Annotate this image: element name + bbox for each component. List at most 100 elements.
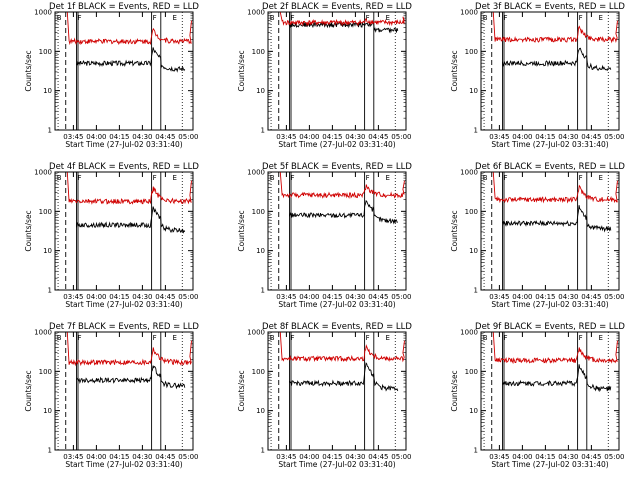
x-axis-label: Start Time (27-Jul-02 03:31:40) xyxy=(491,140,608,149)
lld-series-line xyxy=(492,172,618,204)
lld-series-line xyxy=(279,12,405,27)
interval-marker-label: E xyxy=(173,174,177,182)
panel-title: Det 4f BLACK = Events, RED = LLD xyxy=(49,162,199,172)
x-tick-label: 05:00 xyxy=(391,293,411,301)
x-tick-label: 04:30 xyxy=(558,293,578,301)
x-axis-label: Start Time (27-Jul-02 03:31:40) xyxy=(278,300,395,309)
x-tick-label: 04:30 xyxy=(345,293,365,301)
y-tick-label: 10 xyxy=(256,87,265,95)
x-tick-label: 04:30 xyxy=(132,293,152,301)
x-tick-label: 05:00 xyxy=(604,133,624,141)
x-tick-label: 05:00 xyxy=(178,293,198,301)
y-tick-label: 10 xyxy=(256,247,265,255)
y-axis-label: Counts/sec xyxy=(24,370,33,411)
x-tick-label: 05:00 xyxy=(604,293,624,301)
interval-marker-label: B xyxy=(270,14,275,22)
interval-marker-label: B xyxy=(270,174,275,182)
plot-frame xyxy=(480,171,620,291)
interval-marker-label: F xyxy=(290,334,294,342)
x-tick-label: 04:15 xyxy=(322,133,342,141)
y-axis-label: Counts/sec xyxy=(24,210,33,251)
detector-panel: Det 4f BLACK = Events, RED = LLD 1 10 100 10… xyxy=(24,162,199,309)
x-tick-label: 04:30 xyxy=(132,453,152,461)
interval-marker-label: F xyxy=(503,14,507,22)
plot-frame xyxy=(480,11,620,131)
y-tick-label: 10 xyxy=(256,407,265,415)
events-series-line xyxy=(502,364,612,393)
x-tick-label: 03:45 xyxy=(276,293,296,301)
y-tick-label: 100 xyxy=(39,48,52,56)
detector-panel: Det 8f BLACK = Events, RED = LLD 1 10 100 10… xyxy=(237,322,412,469)
interval-marker-label: F xyxy=(366,14,370,22)
events-series-line xyxy=(76,206,186,234)
x-tick-label: 04:45 xyxy=(368,293,388,301)
panel-title: Det 2f BLACK = Events, RED = LLD xyxy=(262,2,412,12)
x-tick-label: 03:45 xyxy=(63,453,83,461)
x-tick-label: 04:45 xyxy=(155,453,175,461)
x-axis-label: Start Time (27-Jul-02 03:31:40) xyxy=(491,300,608,309)
lld-series-line xyxy=(492,12,618,44)
interval-marker-label: B xyxy=(57,174,62,182)
x-tick-label: 04:45 xyxy=(581,293,601,301)
y-tick-label: 10 xyxy=(469,87,478,95)
detector-panel: Det 6f BLACK = Events, RED = LLD 1 10 100 10… xyxy=(450,162,625,309)
lld-series-line xyxy=(279,332,405,363)
y-tick-label: 100 xyxy=(39,208,52,216)
x-tick-label: 04:45 xyxy=(368,133,388,141)
x-tick-label: 04:00 xyxy=(299,453,319,461)
panel-title: Det 7f BLACK = Events, RED = LLD xyxy=(49,322,199,332)
interval-marker-label: B xyxy=(483,174,488,182)
events-series-line xyxy=(289,21,399,34)
y-tick-label: 1 xyxy=(261,447,265,455)
x-tick-label: 04:30 xyxy=(558,453,578,461)
interval-marker-label: E xyxy=(386,334,390,342)
lld-series-line xyxy=(66,12,192,46)
x-tick-label: 04:00 xyxy=(86,133,106,141)
interval-marker-label: F xyxy=(503,334,507,342)
y-tick-label: 1000 xyxy=(247,169,265,177)
events-series-line xyxy=(502,47,612,71)
plot-frame xyxy=(54,331,194,451)
interval-marker-label: F xyxy=(290,174,294,182)
interval-marker-label: E xyxy=(386,174,390,182)
x-tick-label: 05:00 xyxy=(391,453,411,461)
y-tick-label: 100 xyxy=(39,368,52,376)
x-tick-label: 05:00 xyxy=(391,133,411,141)
events-series-line xyxy=(76,365,186,390)
interval-marker-label: F xyxy=(579,334,583,342)
plot-frame xyxy=(54,171,194,291)
events-series-line xyxy=(76,47,186,73)
x-tick-label: 04:45 xyxy=(368,453,388,461)
x-tick-label: 04:15 xyxy=(109,453,129,461)
x-tick-label: 04:15 xyxy=(535,133,555,141)
y-tick-label: 100 xyxy=(252,208,265,216)
y-axis-label: Counts/sec xyxy=(450,50,459,91)
x-tick-label: 04:00 xyxy=(512,293,532,301)
interval-marker-label: F xyxy=(77,174,81,182)
x-tick-label: 04:45 xyxy=(155,133,175,141)
y-tick-label: 1000 xyxy=(247,329,265,337)
detector-panel: Det 2f BLACK = Events, RED = LLD 1 10 100 10… xyxy=(237,2,412,149)
y-axis-label: Counts/sec xyxy=(237,370,246,411)
x-tick-label: 03:45 xyxy=(489,293,509,301)
y-tick-label: 10 xyxy=(43,87,52,95)
interval-marker-label: B xyxy=(57,334,62,342)
x-tick-label: 04:30 xyxy=(558,133,578,141)
detector-panel: Det 5f BLACK = Events, RED = LLD 1 10 100 10… xyxy=(237,162,412,309)
y-axis-label: Counts/sec xyxy=(24,50,33,91)
x-tick-label: 04:15 xyxy=(322,293,342,301)
interval-marker-label: F xyxy=(153,174,157,182)
interval-marker-label: F xyxy=(366,174,370,182)
panel-title: Det 6f BLACK = Events, RED = LLD xyxy=(475,162,625,172)
x-tick-label: 04:45 xyxy=(581,453,601,461)
interval-marker-label: E xyxy=(173,334,177,342)
interval-marker-label: E xyxy=(599,174,603,182)
y-tick-label: 1000 xyxy=(34,169,52,177)
events-series-line xyxy=(502,205,612,233)
lld-series-line xyxy=(492,332,618,365)
y-tick-label: 1 xyxy=(474,127,478,135)
y-axis-label: Counts/sec xyxy=(450,210,459,251)
events-series-line xyxy=(289,362,399,392)
y-tick-label: 1000 xyxy=(34,9,52,17)
x-tick-label: 03:45 xyxy=(276,453,296,461)
